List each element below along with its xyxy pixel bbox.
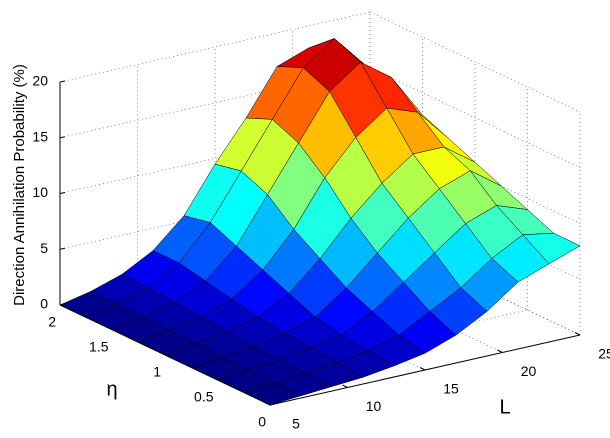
x-axis-label: L (499, 396, 510, 418)
y-tick (269, 403, 276, 406)
y-tick-label: 2 (48, 314, 56, 330)
z-axis-label: Direction Annihilation Probability (%) (11, 64, 28, 306)
x-tick-label: 5 (292, 416, 300, 432)
z-tick-label: 20 (32, 73, 48, 89)
x-tick (497, 349, 503, 353)
y-tick-label: 1 (153, 364, 161, 380)
z-tick-label: 0 (40, 296, 48, 312)
y-axis-label: η (106, 378, 117, 400)
y-tick-label: 0.5 (194, 389, 214, 405)
x-tick (342, 384, 348, 388)
y-tick-label: 0 (258, 414, 266, 430)
x-tick (264, 402, 271, 406)
grid-line (369, 67, 581, 169)
z-tick-label: 5 (40, 240, 48, 256)
z-tick (59, 247, 66, 250)
x-tick-label: 10 (366, 398, 382, 414)
y-tick-label: 1.5 (89, 339, 109, 355)
y-tick (164, 353, 171, 356)
z-tick (59, 303, 66, 306)
y-tick (217, 378, 223, 381)
z-tick (59, 136, 66, 139)
x-tick-label: 20 (521, 363, 537, 379)
y-tick (112, 328, 118, 331)
x-tick-label: 25 (598, 346, 610, 362)
grid-line (369, 11, 581, 113)
grid-line (59, 11, 371, 83)
z-tick-label: 15 (32, 128, 48, 144)
z-tick (59, 80, 66, 83)
z-tick-label: 10 (32, 184, 48, 200)
x-tick-label: 15 (443, 381, 459, 397)
surface (59, 38, 581, 406)
x-tick (419, 367, 426, 371)
z-tick (59, 192, 66, 194)
x-tick (574, 332, 581, 336)
